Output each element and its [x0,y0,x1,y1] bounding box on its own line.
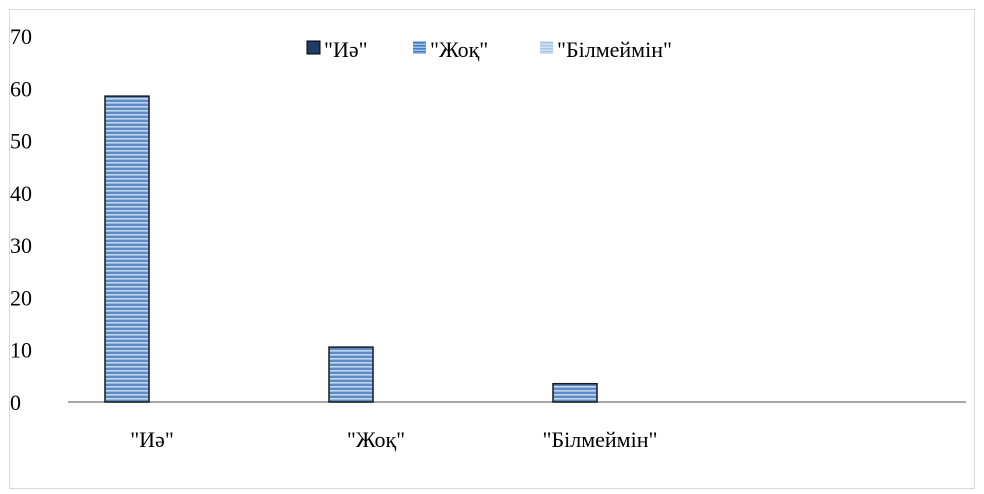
y-tick-label: 70 [10,24,32,49]
bar [328,346,374,403]
y-tick-label: 20 [10,285,32,310]
y-tick-label: 10 [10,338,32,363]
bar [552,382,598,403]
y-tick-label: 50 [10,129,32,154]
bar-series [104,95,598,403]
legend-swatch-series-3 [540,41,553,54]
y-tick-label: 60 [10,76,32,101]
x-category-label: "Білмеймін" [543,427,658,452]
legend-swatch-series-1 [306,40,321,55]
legend-label-series-2: "Жоқ" [430,37,488,62]
x-category-label: "Жоқ" [347,427,405,452]
chart-frame [9,9,975,489]
legend-label-series-3: "Білмеймін" [557,37,672,62]
x-category-label: "Иә" [130,427,174,452]
y-axis-tick-labels: 0 10 20 30 40 50 60 70 [10,24,32,415]
y-tick-label: 30 [10,233,32,258]
y-tick-label: 40 [10,181,32,206]
y-tick-label: 0 [10,390,21,415]
legend-swatch-series-2 [413,41,426,54]
x-axis-category-labels: "Иә" "Жоқ" "Білмеймін" [130,427,657,452]
legend: "Иә" "Жоқ" "Білмеймін" [306,37,672,62]
bar [104,95,150,403]
legend-label-series-1: "Иә" [324,37,368,62]
